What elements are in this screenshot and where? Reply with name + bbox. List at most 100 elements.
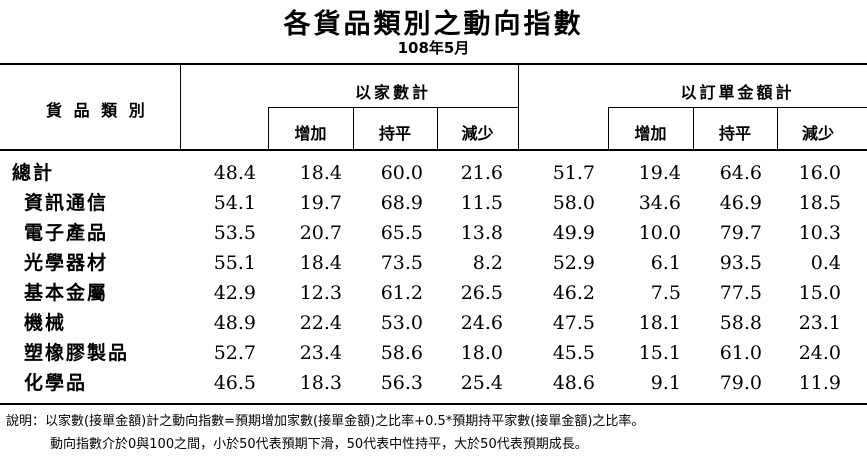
table-cell: 64.6 xyxy=(719,162,762,184)
table-cell: 21.6 xyxy=(460,162,503,184)
subheader-increase: 增加 xyxy=(634,124,667,143)
table-cell: 49.9 xyxy=(552,222,595,244)
table-cell: 45.5 xyxy=(552,342,595,364)
table-cell: 48.4 xyxy=(213,162,256,184)
subheader-divider xyxy=(608,107,609,150)
table-cell: 13.8 xyxy=(460,222,503,244)
category-column-divider xyxy=(180,63,181,151)
table-cell: 48.6 xyxy=(552,372,595,394)
table-row: 機械 48.9 22.4 53.0 24.6 47.5 18.1 58.8 23.1 xyxy=(0,308,867,338)
table-cell: 19.7 xyxy=(299,192,342,214)
table-cell: 52.9 xyxy=(552,252,595,274)
table-cell: 22.4 xyxy=(299,312,342,334)
subheader-divider xyxy=(693,107,694,150)
subheader-increase: 增加 xyxy=(294,124,327,143)
table-cell: 8.2 xyxy=(472,252,503,274)
table-cell: 56.3 xyxy=(380,372,423,394)
table-cell: 16.0 xyxy=(798,162,841,184)
table-cell: 18.0 xyxy=(460,342,503,364)
table-row: 光學器材 55.1 18.4 73.5 8.2 52.9 6.1 93.5 0.4 xyxy=(0,248,867,278)
group-header-household: 以家數計 xyxy=(354,83,431,102)
subheader-decrease: 減少 xyxy=(801,124,834,143)
table-cell: 46.9 xyxy=(719,192,762,214)
table-cell: 55.1 xyxy=(213,252,256,274)
group-divider xyxy=(518,63,519,151)
table-row: 塑橡膠製品 52.7 23.4 58.6 18.0 45.5 15.1 61.0 24.0 xyxy=(0,338,867,368)
category-column-header: 貨 品 類 別 xyxy=(46,101,148,120)
table-bottom-border xyxy=(0,403,867,405)
table-cell: 23.1 xyxy=(798,312,841,334)
table-cell: 77.5 xyxy=(719,282,762,304)
table-cell: 52.7 xyxy=(213,342,256,364)
table-cell: 9.1 xyxy=(650,372,681,394)
table-cell: 46.2 xyxy=(552,282,595,304)
footnote-range: 動向指數介於0與100之間，小於50代表預期下滑，50代表中性持平，大於50代表… xyxy=(50,437,588,452)
table-cell: 42.9 xyxy=(213,282,256,304)
table-cell: 6.1 xyxy=(650,252,681,274)
table-cell: 24.0 xyxy=(798,342,841,364)
table-cell: 79.7 xyxy=(719,222,762,244)
row-label: 化學品 xyxy=(24,372,88,394)
table-cell: 12.3 xyxy=(299,282,342,304)
table-cell: 60.0 xyxy=(380,162,423,184)
table-cell: 61.2 xyxy=(380,282,423,304)
table-cell: 18.4 xyxy=(299,252,342,274)
table-cell: 46.5 xyxy=(213,372,256,394)
table-cell: 10.0 xyxy=(638,222,681,244)
table-cell: 19.4 xyxy=(638,162,681,184)
table-cell: 11.5 xyxy=(460,192,503,214)
table-cell: 58.6 xyxy=(380,342,423,364)
table-cell: 0.4 xyxy=(810,252,841,274)
table-cell: 79.0 xyxy=(719,372,762,394)
table-cell: 18.4 xyxy=(299,162,342,184)
table-row: 基本金屬 42.9 12.3 61.2 26.5 46.2 7.5 77.5 15.0 xyxy=(0,278,867,308)
table-cell: 18.5 xyxy=(798,192,841,214)
page-title: 各貨品類別之動向指數 xyxy=(283,9,584,40)
table-cell: 53.0 xyxy=(380,312,423,334)
table-cell: 73.5 xyxy=(380,252,423,274)
table-cell: 68.9 xyxy=(380,192,423,214)
group-header-underline-right xyxy=(608,107,867,108)
table-cell: 47.5 xyxy=(552,312,595,334)
subheader-flat: 持平 xyxy=(378,124,411,143)
table-cell: 26.5 xyxy=(460,282,503,304)
table-cell: 58.8 xyxy=(719,312,762,334)
table-cell: 61.0 xyxy=(719,342,762,364)
subheader-decrease: 減少 xyxy=(461,124,494,143)
row-label: 電子產品 xyxy=(24,222,109,244)
subheader-flat: 持平 xyxy=(718,124,751,143)
table-cell: 65.5 xyxy=(380,222,423,244)
table-cell: 18.3 xyxy=(299,372,342,394)
table-row: 電子產品 53.5 20.7 65.5 13.8 49.9 10.0 79.7 10.3 xyxy=(0,218,867,248)
table-row: 總計 48.4 18.4 60.0 21.6 51.7 19.4 64.6 16.0 xyxy=(0,158,867,188)
subheader-divider xyxy=(437,107,438,150)
table-cell: 53.5 xyxy=(213,222,256,244)
table-cell: 54.1 xyxy=(213,192,256,214)
table-cell: 23.4 xyxy=(299,342,342,364)
row-label: 基本金屬 xyxy=(24,282,109,304)
subheader-divider xyxy=(777,107,778,150)
table-header-bottom-border xyxy=(0,149,867,151)
table-cell: 18.1 xyxy=(638,312,681,334)
table-cell: 24.6 xyxy=(460,312,503,334)
row-label: 塑橡膠製品 xyxy=(24,342,130,364)
row-label: 資訊通信 xyxy=(24,192,109,214)
table-cell: 15.1 xyxy=(638,342,681,364)
table-cell: 7.5 xyxy=(650,282,681,304)
table-cell: 11.9 xyxy=(798,372,841,394)
table-row: 化學品 46.5 18.3 56.3 25.4 48.6 9.1 79.0 11.9 xyxy=(0,368,867,398)
table-cell: 48.9 xyxy=(213,312,256,334)
table-cell: 93.5 xyxy=(719,252,762,274)
subheader-divider xyxy=(268,107,269,150)
table-cell: 34.6 xyxy=(638,192,681,214)
footnote-formula: 說明：以家數(接單金額)計之動向指數=預期增加家數(接單金額)之比率+0.5*預… xyxy=(6,414,645,429)
group-header-order-amount: 以訂單金額計 xyxy=(680,83,795,102)
table-top-border xyxy=(0,63,867,65)
row-label: 光學器材 xyxy=(24,252,109,274)
table-cell: 58.0 xyxy=(552,192,595,214)
table-cell: 15.0 xyxy=(798,282,841,304)
table-cell: 10.3 xyxy=(798,222,841,244)
table-cell: 51.7 xyxy=(552,162,595,184)
row-label: 總計 xyxy=(12,162,55,184)
row-label: 機械 xyxy=(24,312,67,334)
